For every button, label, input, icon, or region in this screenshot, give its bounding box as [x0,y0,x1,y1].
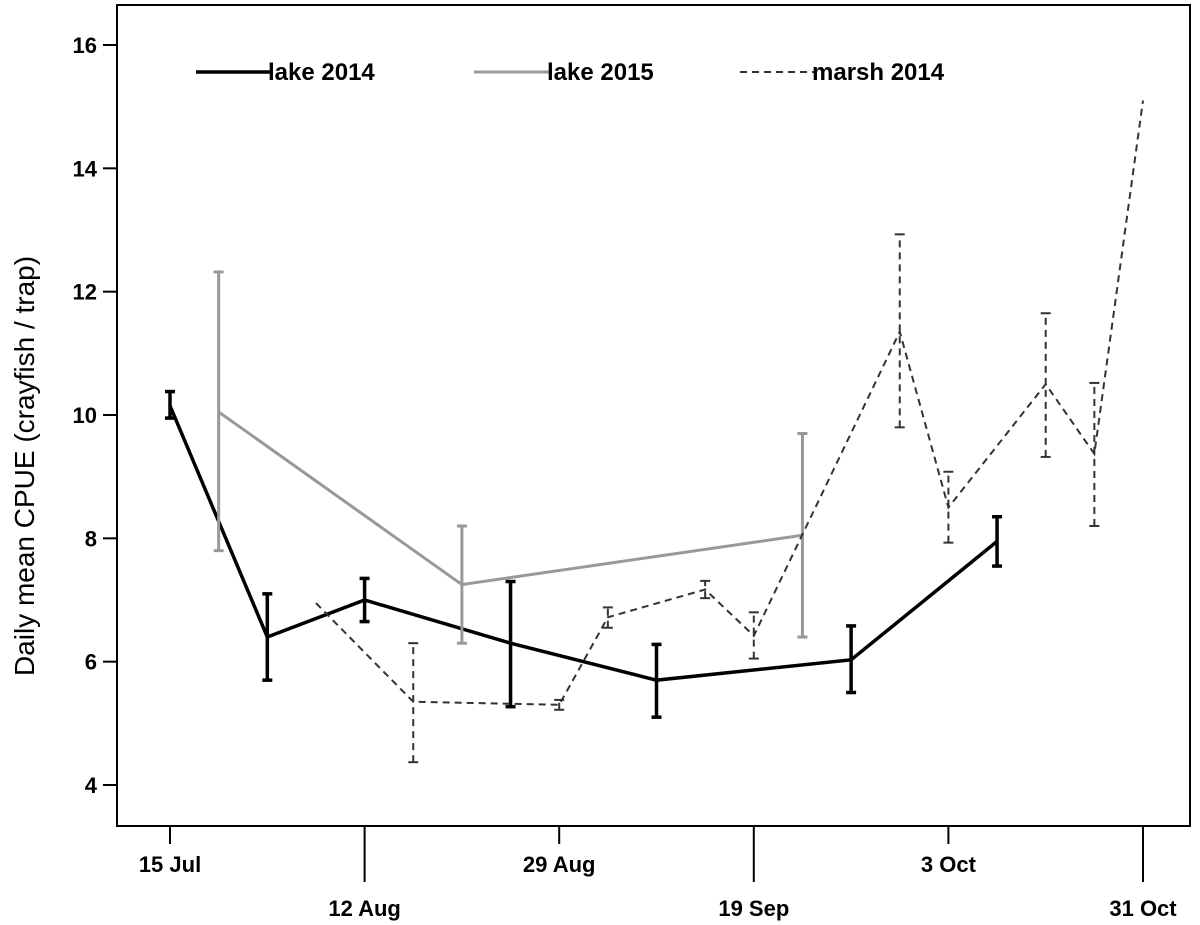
error-bar [1040,312,1051,458]
legend-entry-lake-2015: lake 2015 [474,59,654,86]
x-tick-label: 19 Sep [718,896,789,921]
y-tick-label: 4 [85,773,98,798]
y-axis-label: Daily mean CPUE (crayfish / trap) [9,256,40,676]
legend-entry-lake-2014: lake 2014 [196,59,375,86]
legend-label: lake 2014 [268,59,375,86]
error-bar [992,515,1003,568]
plot-frame [116,4,1191,827]
x-tick-label: 3 Oct [921,852,977,877]
error-bar [213,270,224,553]
y-tick-label: 16 [73,33,97,58]
y-tick-label: 14 [73,156,98,181]
error-bar [894,233,905,429]
y-tick-label: 6 [85,650,97,675]
series-lake-2015 [213,270,808,645]
error-bar [165,389,175,420]
error-bar [456,524,467,645]
error-bar [700,579,711,600]
error-bar [602,606,613,629]
error-bar [554,698,565,711]
error-bar [748,611,759,660]
series-marsh-2014 [315,100,1144,764]
series-line [168,405,999,682]
error-bar [943,470,954,544]
error-bar [1089,381,1100,527]
error-bar [651,642,662,719]
error-bar [408,642,419,764]
legend-label: lake 2015 [547,59,654,86]
series-line [217,410,803,587]
series-line [315,100,1144,706]
y-tick-label: 12 [73,280,97,305]
error-bar [262,592,273,682]
x-tick-label: 12 Aug [328,896,401,921]
error-bar [359,576,370,624]
error-bar [505,579,516,709]
legend: lake 2014 lake 2015 marsh 2014 [196,59,945,86]
x-tick-label: 29 Aug [523,852,596,877]
y-tick-label: 8 [85,526,97,551]
legend-entry-marsh-2014: marsh 2014 [740,59,945,86]
series-lake-2014 [165,389,1003,719]
series-layer [165,100,1144,764]
x-tick-label: 15 Jul [139,852,201,877]
error-bar [846,624,857,695]
legend-label: marsh 2014 [812,59,945,86]
y-tick-label: 10 [73,403,97,428]
axes: 4 6 8 10 12 14 16 15 Jul 12 Aug 29 Aug 19 Sep 3 Oct… [73,4,1191,921]
x-tick-label: 31 Oct [1109,896,1177,921]
